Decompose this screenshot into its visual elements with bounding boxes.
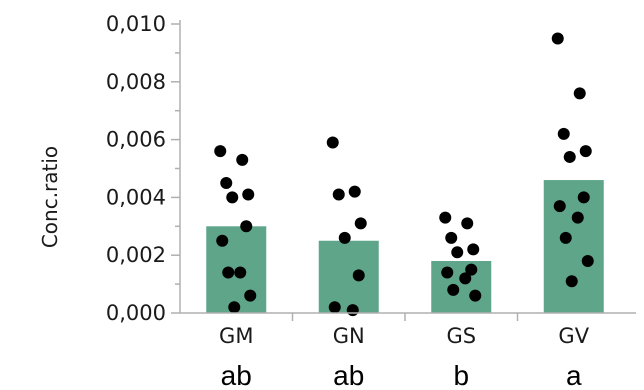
data-point: [581, 254, 594, 267]
labels-layer: 0,0000,0020,0040,0060,0080,010GMabGNabGS…: [106, 12, 590, 390]
y-tick-label: 0,000: [106, 301, 166, 325]
data-point: [348, 185, 361, 198]
axes-layer: [171, 20, 636, 321]
data-point: [328, 301, 341, 314]
data-point: [465, 263, 478, 276]
data-point: [222, 266, 235, 279]
bar-gs: [431, 260, 492, 313]
x-tick-label: GN: [333, 324, 365, 348]
bar-gn: [318, 240, 379, 313]
data-point: [579, 145, 592, 158]
data-point: [459, 272, 472, 285]
data-point: [577, 191, 590, 204]
data-point: [573, 87, 586, 100]
x-tick-label: GS: [446, 324, 476, 348]
data-point: [214, 145, 227, 158]
data-point: [354, 217, 367, 230]
x-tick-label: GV: [558, 324, 589, 348]
data-point: [236, 153, 249, 166]
x-tick-label: GM: [219, 324, 253, 348]
data-point: [553, 200, 566, 213]
y-axis-label: Conc.ratio: [38, 146, 62, 248]
group-letter: ab: [221, 360, 252, 390]
points-layer: [214, 32, 594, 317]
data-point: [332, 188, 345, 201]
data-point: [441, 266, 454, 279]
data-point: [447, 283, 460, 296]
y-tick-label: 0,008: [106, 70, 166, 94]
data-point: [240, 220, 253, 233]
data-point: [326, 136, 339, 149]
data-point: [226, 191, 239, 204]
data-point: [439, 211, 452, 224]
data-point: [563, 150, 576, 163]
data-point: [565, 275, 578, 288]
data-point: [220, 176, 233, 189]
data-point: [467, 243, 480, 256]
data-point: [551, 32, 564, 45]
y-tick-label: 0,010: [106, 12, 166, 36]
data-point: [244, 289, 257, 302]
y-tick-label: 0,002: [106, 243, 166, 267]
data-point: [461, 217, 474, 230]
data-point: [346, 304, 359, 317]
data-point: [216, 234, 229, 247]
data-point: [557, 127, 570, 140]
group-letter: b: [453, 360, 469, 390]
data-point: [228, 301, 241, 314]
data-point: [338, 231, 351, 244]
group-letter: ab: [333, 360, 364, 390]
data-point: [559, 231, 572, 244]
bars-layer: [206, 180, 604, 313]
data-point: [242, 188, 255, 201]
data-point: [234, 266, 247, 279]
data-point: [352, 269, 365, 282]
data-point: [469, 289, 482, 302]
y-tick-label: 0,004: [106, 185, 166, 209]
data-point: [451, 246, 464, 259]
y-tick-label: 0,006: [106, 128, 166, 152]
data-point: [571, 211, 584, 224]
group-letter: a: [566, 360, 582, 390]
data-point: [445, 231, 458, 244]
bar-gv: [543, 180, 604, 313]
